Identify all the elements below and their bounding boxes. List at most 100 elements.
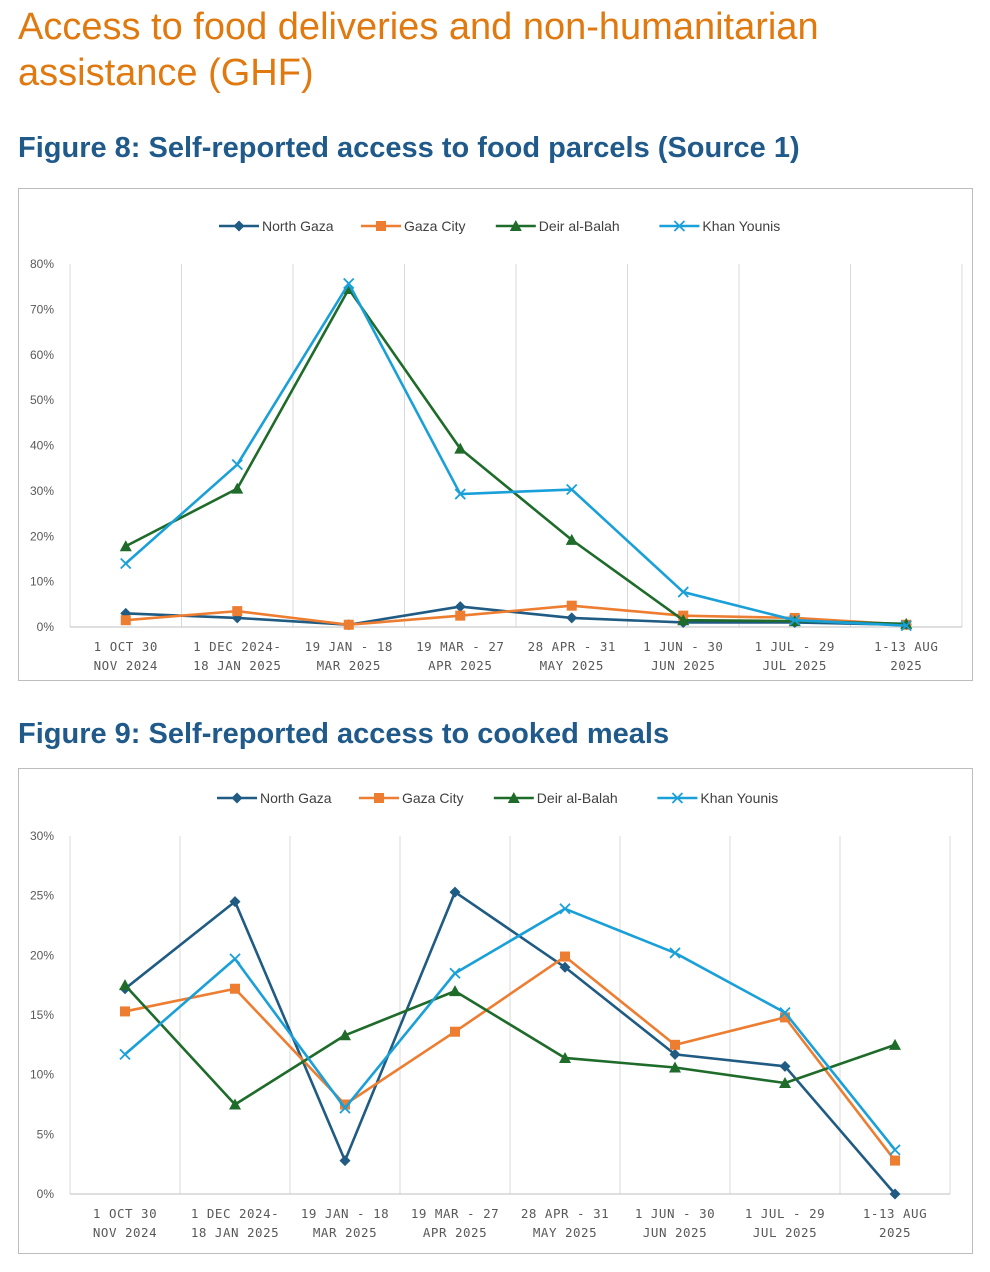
series-line-north-gaza [124,890,896,1195]
data-point-gaza-city [890,1155,900,1166]
data-point-deir-al-balah [889,1038,901,1050]
x-tick-label: 1 JUN - 30 JUN 2025 [643,639,723,673]
series-line-gaza-city [125,604,907,627]
data-point-khan-younis [231,458,243,471]
figure-8-chart: 0% 10% 20% 30% 40% 50% 60% 70% 80% 1 OCT 30 NOV 20… [18,188,973,681]
data-point-north-gaza [669,1048,681,1060]
data-point-gaza-city [450,1026,460,1037]
legend-label: Deir al-Balah [537,790,618,806]
legend-marker-square [374,793,384,803]
data-point-deir-al-balah [559,1051,571,1063]
x-tick-label: 19 MAR - 27 APR 2025 [416,639,504,673]
y-tick-label: 50% [30,393,54,407]
data-point-gaza-city [455,610,466,621]
data-point-khan-younis [449,967,461,979]
y-tick-label: 25% [30,889,54,903]
legend-label: North Gaza [262,218,334,234]
data-point-khan-younis [119,1048,131,1061]
data-point-north-gaza [559,961,571,973]
y-tick-label: 0% [37,1187,55,1201]
x-tick-label: 1 JUN - 30 JUN 2025 [635,1206,715,1240]
data-point-gaza-city [670,1039,680,1050]
legend-marker-square [376,221,386,231]
y-tick-label: 10% [30,575,54,589]
data-point-deir-al-balah [231,482,244,494]
data-point-north-gaza [449,886,461,898]
y-tick-label: 30% [30,829,54,843]
series-gaza-city [120,951,900,1166]
x-tick-label: 19 JAN - 18 MAR 2025 [301,1206,389,1240]
legend-item-deir-al-balah: Deir al-Balah [495,218,620,234]
data-point-khan-younis [120,557,132,570]
y-tick-label: 10% [30,1068,54,1082]
series-line-deir-al-balah [125,287,907,626]
figure-8-svg: 0% 10% 20% 30% 40% 50% 60% 70% 80% 1 OCT 30 NOV 20… [30,218,963,673]
data-point-gaza-city [780,1012,790,1023]
data-point-khan-younis [343,277,355,290]
x-tick-label: 28 APR - 31 MAY 2025 [528,639,616,673]
data-point-north-gaza [229,896,241,908]
data-point-gaza-city [120,1006,130,1017]
y-tick-label: 20% [30,529,54,543]
legend-item-north-gaza: North Gaza [219,218,334,234]
figure-9-chart: 0% 5% 10% 15% 20% 25% 30% 1 OCT 30 NOV 2024 1 DEC… [18,768,973,1254]
data-point-deir-al-balah [454,442,467,454]
x-tick-label: 1 JUL - 29 JUL 2025 [755,639,835,673]
x-tick-label: 1 OCT 30 NOV 2024 [93,1206,157,1240]
data-point-north-gaza [779,1060,791,1072]
legend: North Gaza Gaza City Deir al-Balah Khan You… [219,218,780,234]
series-line-north-gaza [125,605,907,627]
y-tick-label: 20% [30,948,54,962]
data-point-khan-younis [454,488,466,500]
legend-marker-x [673,220,686,232]
data-point-deir-al-balah [229,1098,241,1110]
legend-label: Deir al-Balah [539,218,620,234]
data-point-khan-younis [566,483,578,496]
series-line-gaza-city [124,955,897,1162]
y-tick-label: 80% [30,257,54,271]
series-line-khan-younis [124,907,897,1151]
series-line-khan-younis [124,282,907,627]
data-point-khan-younis [559,903,571,915]
legend-item-khan-younis: Khan Younis [657,790,778,806]
data-point-khan-younis [889,1144,901,1156]
y-tick-label: 30% [30,484,54,498]
legend: North Gaza Gaza City Deir al-Balah Khan You… [217,790,778,806]
legend-marker-x [671,792,684,804]
y-tick-label: 15% [30,1008,54,1022]
legend-marker-diamond [233,220,245,232]
figure-8-title: Figure 8: Self-reported access to food p… [18,132,800,164]
data-point-deir-al-balah [339,1029,351,1041]
legend-label: North Gaza [260,790,332,806]
x-tick-label: 28 APR - 31 MAY 2025 [521,1206,609,1240]
x-tick-label: 1 JUL - 29 JUL 2025 [745,1206,825,1240]
data-point-khan-younis [339,1102,351,1114]
x-tick-label: 1-13 AUG 2025 [874,639,938,673]
x-tick-label: 1-13 AUG 2025 [863,1206,927,1240]
series-deir-al-balah [119,979,901,1110]
series-khan-younis [120,277,912,632]
legend-item-deir-al-balah: Deir al-Balah [493,790,618,806]
data-point-gaza-city [232,606,243,617]
y-tick-label: 60% [30,348,54,362]
data-point-khan-younis [900,620,912,632]
data-point-gaza-city [120,615,131,626]
legend-label: Khan Younis [700,790,778,806]
legend-marker-triangle [507,792,520,803]
section-title: Access to food deliveries and non-humani… [18,6,819,94]
data-point-north-gaza [454,601,466,613]
data-point-deir-al-balah [669,1061,681,1073]
data-point-khan-younis [669,947,681,959]
y-tick-label: 70% [30,302,54,316]
legend-marker-triangle [509,220,522,231]
data-point-north-gaza [339,1155,351,1167]
legend-marker-diamond [231,792,243,804]
legend-item-khan-younis: Khan Younis [659,218,780,234]
data-point-gaza-city [340,1099,350,1110]
series-line-deir-al-balah [124,984,896,1106]
legend-item-gaza-city: Gaza City [361,218,465,234]
legend-item-gaza-city: Gaza City [359,790,463,806]
data-point-deir-al-balah [449,985,461,997]
legend-item-north-gaza: North Gaza [217,790,332,806]
figure-9-svg: 0% 5% 10% 15% 20% 25% 30% 1 OCT 30 NOV 2024 1 DEC… [30,790,951,1240]
